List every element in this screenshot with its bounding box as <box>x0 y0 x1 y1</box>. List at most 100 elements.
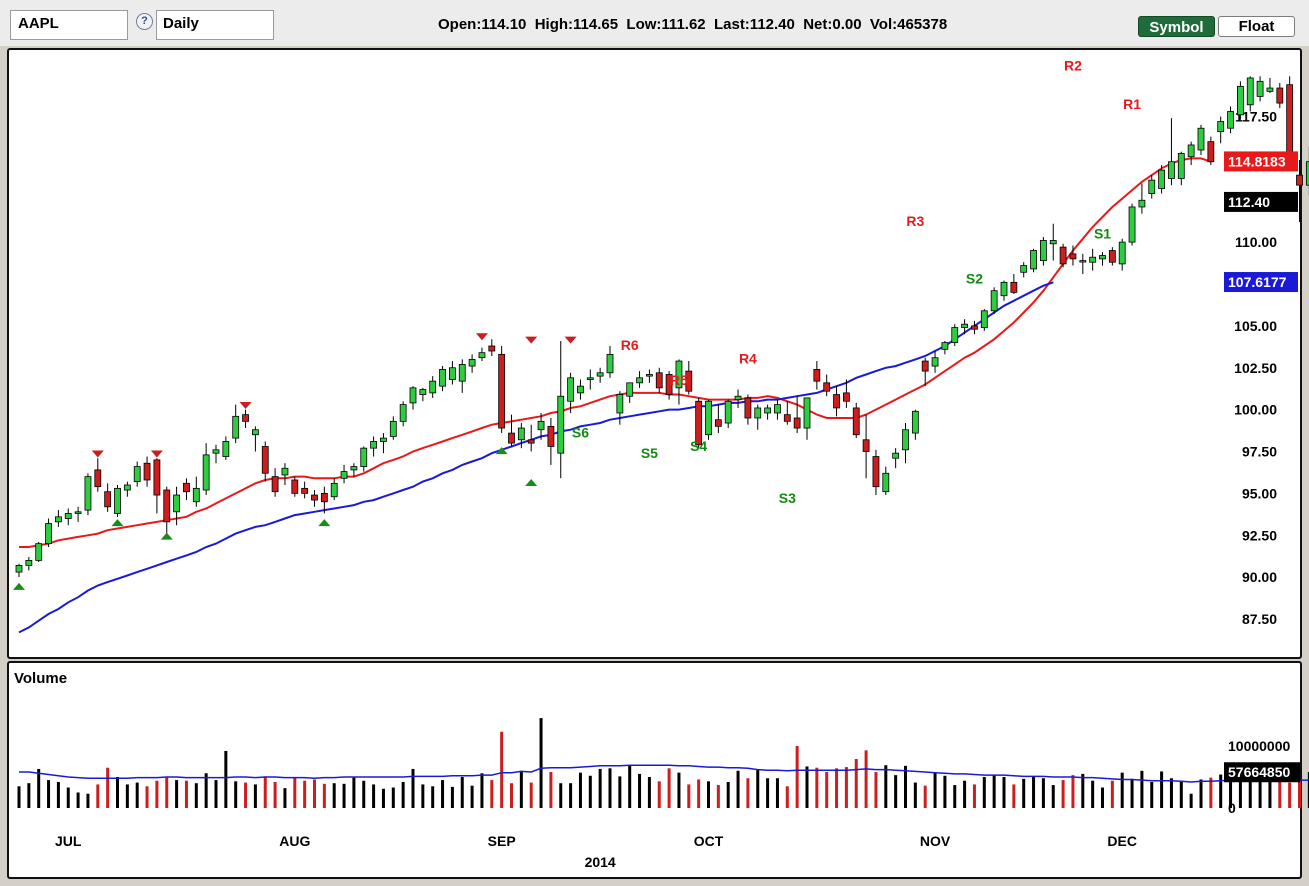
candle-body <box>616 394 624 414</box>
volume-bar <box>647 777 651 808</box>
float-button[interactable]: Float <box>1218 16 1295 37</box>
help-icon[interactable]: ? <box>136 13 153 30</box>
candle-body <box>1089 256 1097 263</box>
candle-body <box>478 352 486 359</box>
candle-body <box>212 449 220 454</box>
candle-body <box>921 360 929 372</box>
volume-bar <box>1051 785 1055 808</box>
candle-body <box>399 404 407 422</box>
volume-bar <box>411 768 415 808</box>
candle-body <box>222 441 230 457</box>
candle <box>586 369 594 390</box>
candle-body <box>281 467 289 476</box>
volume-bar <box>421 784 425 808</box>
candle-body <box>1020 265 1028 273</box>
volume-bar <box>155 780 159 808</box>
price-tick-label: 102.50 <box>1234 360 1277 376</box>
candle-body <box>1168 161 1175 179</box>
month-label: SEP <box>488 833 516 849</box>
volume-bar <box>1229 765 1233 808</box>
volume-bar <box>1071 775 1075 808</box>
buy-marker <box>13 582 25 590</box>
candle <box>360 446 368 472</box>
candle-body <box>783 414 791 422</box>
price-chart: 87.50 90.00 92.50 95.00 97.50 100.00 102.50 105… <box>13 57 1309 634</box>
candle-body <box>626 382 634 397</box>
candle <box>1118 238 1126 271</box>
volume-bar <box>1002 777 1006 808</box>
candle <box>448 361 456 385</box>
candle <box>843 379 850 408</box>
volume-bar <box>716 785 720 808</box>
volume-bar <box>1101 787 1104 808</box>
candle <box>508 414 515 447</box>
candle-body <box>104 491 112 508</box>
candle <box>695 397 703 449</box>
candle <box>123 481 131 497</box>
volume-bar <box>707 781 710 808</box>
symbol-input[interactable]: AAPL <box>10 10 128 40</box>
candle-body <box>163 489 171 523</box>
candle <box>971 320 978 335</box>
candle <box>990 287 998 315</box>
price-value-label: 107.6177 <box>1228 274 1287 290</box>
month-label: DEC <box>1107 833 1137 849</box>
price-value-tag <box>1224 151 1298 172</box>
volume-bar <box>1298 781 1301 808</box>
candle <box>271 468 279 497</box>
candle-body <box>882 472 890 493</box>
volume-bar <box>943 775 947 808</box>
volume-bar <box>37 768 41 808</box>
candle-body <box>892 452 900 459</box>
volume-bar <box>500 731 504 808</box>
volume-bar <box>244 782 248 808</box>
candle-body <box>458 363 466 382</box>
volume-bar <box>1307 772 1309 808</box>
volume-bar <box>175 780 179 808</box>
volume-bar <box>1130 778 1134 808</box>
candle-body <box>1177 152 1185 179</box>
volume-bar <box>746 778 750 808</box>
volume-bar <box>815 767 819 808</box>
volume-bar <box>106 767 110 808</box>
candle-body <box>143 462 151 481</box>
sell-marker <box>91 450 104 458</box>
volume-bar <box>1189 793 1193 808</box>
volume-bar <box>657 781 661 808</box>
volume-bar <box>362 780 366 808</box>
candle <box>1227 106 1234 134</box>
volume-bar <box>1278 778 1282 808</box>
candle <box>783 401 791 425</box>
volume-bar <box>1169 778 1173 808</box>
symbol-button[interactable]: Symbol <box>1138 16 1215 37</box>
candle <box>882 466 890 496</box>
volume-bar <box>963 780 967 808</box>
candle-body <box>823 382 831 392</box>
candle-body <box>547 425 555 447</box>
year-label: 2014 <box>585 854 616 870</box>
sell-marker <box>525 336 538 344</box>
volume-tick-label: 0 <box>1228 800 1236 816</box>
candle <box>1030 248 1037 273</box>
candle <box>429 376 437 398</box>
period-select[interactable]: Daily <box>156 10 274 40</box>
volume-bar <box>608 768 612 808</box>
candle <box>1266 77 1274 94</box>
candle <box>1108 247 1116 266</box>
volume-bar <box>1110 780 1114 808</box>
candle-body <box>774 404 781 414</box>
volume-bar <box>460 777 464 808</box>
candle <box>163 486 171 536</box>
candle-body <box>370 441 378 449</box>
candle <box>1040 237 1047 266</box>
candle-body <box>902 429 909 451</box>
volume-bar <box>1160 771 1164 808</box>
candle <box>980 309 988 331</box>
candle-body <box>734 395 742 400</box>
candle-body <box>439 369 446 387</box>
candle <box>616 391 624 425</box>
volume-bar <box>854 759 858 808</box>
volume-bar <box>480 773 484 808</box>
candle-body <box>764 407 771 414</box>
candle-body <box>1128 206 1136 243</box>
